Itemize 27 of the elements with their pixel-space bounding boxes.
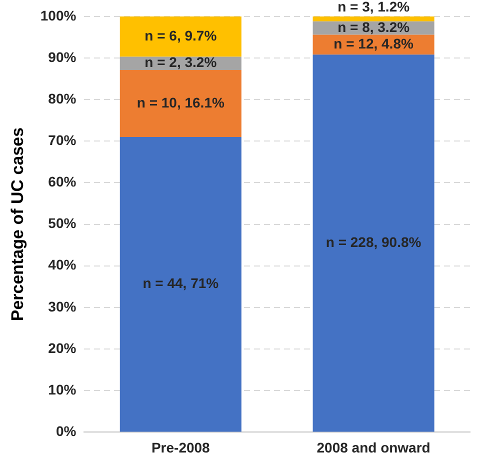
y-axis-title: Percentage of UC cases — [8, 127, 27, 322]
y-tick-label: 60% — [48, 174, 77, 190]
bar — [120, 136, 242, 432]
y-tick-label: 40% — [48, 256, 77, 273]
y-tick-label: 70% — [48, 132, 77, 148]
y-tick-label: 0% — [56, 423, 77, 440]
bar — [120, 70, 242, 137]
y-tick-label: 50% — [48, 215, 77, 232]
data-label: n = 12, 4.8% — [334, 36, 414, 52]
y-tick-label: 100% — [40, 7, 77, 24]
bar — [312, 16, 434, 22]
data-label: n = 6, 9.7% — [144, 27, 218, 44]
bar — [312, 54, 434, 432]
bar — [120, 16, 242, 57]
x-tick-label: Pre-2008 — [151, 439, 210, 456]
y-tick-label: 30% — [48, 298, 77, 314]
x-tick-label: 2008 and onward — [316, 439, 430, 456]
data-label: n = 228, 90.8% — [326, 234, 422, 250]
data-label: n = 2, 3.2% — [144, 54, 218, 70]
y-tick-label: 10% — [48, 381, 77, 398]
data-label: n = 8, 3.2% — [338, 18, 410, 35]
data-label: n = 3, 1.2% — [338, 0, 410, 14]
y-tick-label: 20% — [48, 340, 77, 356]
y-tick-label: 90% — [48, 48, 77, 65]
data-label: n = 10, 16.1% — [136, 94, 225, 110]
data-label: n = 44, 71% — [142, 275, 220, 292]
y-tick-label: 80% — [48, 90, 77, 106]
